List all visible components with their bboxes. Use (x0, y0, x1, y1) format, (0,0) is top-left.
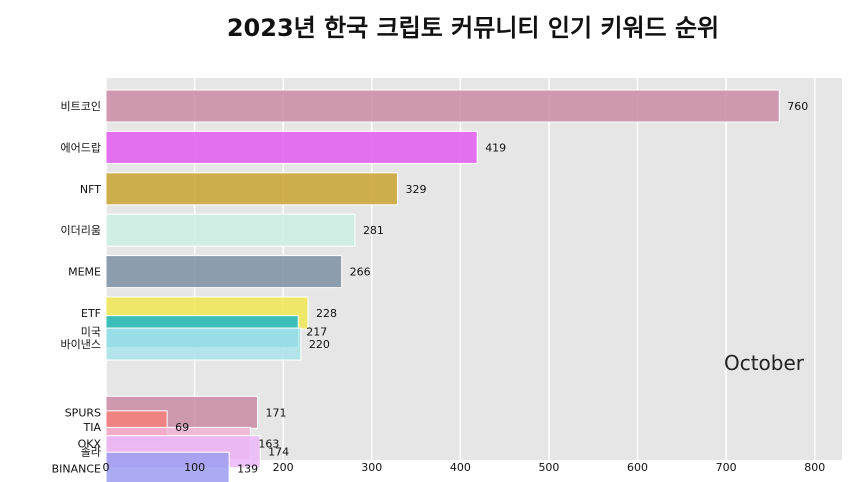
value-label: 163 (258, 437, 279, 450)
bar (105, 172, 398, 206)
value-label: 217 (306, 326, 327, 339)
category-label: 비트코인 (61, 100, 101, 113)
x-tick-label: 0 (103, 461, 110, 474)
value-label: 228 (316, 307, 337, 320)
value-label: 139 (237, 462, 258, 475)
category-label: SPURS (65, 406, 101, 419)
x-tick-label: 600 (627, 461, 648, 474)
bar (105, 89, 780, 123)
category-label: 미국 (81, 326, 101, 339)
value-label: 419 (485, 141, 506, 154)
category-label: 에어드랍 (61, 141, 101, 154)
category-label: MEME (68, 266, 101, 279)
category-label: ETF (81, 307, 101, 320)
category-label: 솔라 (81, 446, 101, 459)
category-label: BINANCE (52, 462, 101, 475)
bars (105, 89, 780, 482)
value-label: 174 (268, 446, 289, 459)
category-label: 이더리움 (61, 224, 101, 237)
category-label: TIA (83, 421, 102, 434)
value-label: 171 (265, 406, 286, 419)
bar (105, 255, 343, 289)
x-tick-label: 100 (184, 461, 205, 474)
bar (105, 451, 230, 482)
value-label: 281 (363, 224, 384, 237)
category-label: 바이낸스 (61, 338, 101, 351)
value-label: 220 (309, 338, 330, 351)
value-label: 69 (175, 421, 189, 434)
x-tick-label: 200 (273, 461, 294, 474)
value-label: 760 (787, 100, 808, 113)
value-label: 329 (405, 183, 426, 196)
x-tick-label: 400 (450, 461, 471, 474)
category-label: NFT (80, 183, 101, 196)
chart-title: 2023년 한국 크립토 커뮤니티 인기 키워드 순위 (227, 14, 719, 42)
x-tick-label: 300 (361, 461, 382, 474)
x-tick-label: 800 (804, 461, 825, 474)
x-tick-label: 500 (538, 461, 559, 474)
value-label: 266 (350, 266, 371, 279)
bar (105, 130, 478, 164)
bar (105, 327, 302, 361)
category-label: OKX (78, 437, 102, 450)
x-tick-label: 700 (716, 461, 737, 474)
x-axis-ticks: 0 100 200 300 400 500 600 700 800 (103, 461, 826, 474)
period-label: October (724, 351, 805, 375)
bar (105, 213, 356, 247)
